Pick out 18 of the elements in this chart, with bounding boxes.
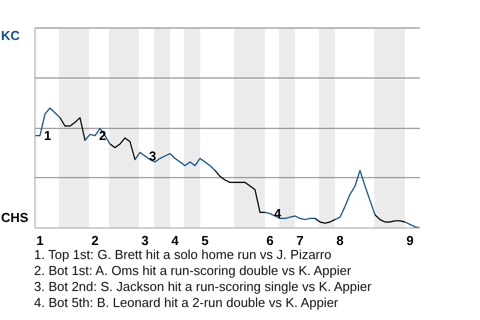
x-tick-label: 2 xyxy=(91,233,99,248)
x-tick-label: 6 xyxy=(266,233,274,248)
x-tick-label: 5 xyxy=(201,233,209,248)
text: 2. Bot 1st: A. Oms hit a run-scoring double vs K. Appier xyxy=(34,263,352,279)
text: 1. Top 1st: G. Brett hit a solo home run vs J. Pizarro xyxy=(34,247,332,263)
x-tick-label: 4 xyxy=(171,233,180,248)
x-tick-label: 8 xyxy=(336,233,344,248)
text: CHS xyxy=(1,210,28,225)
annotation: 3 xyxy=(149,148,156,164)
x-tick-label: 1 xyxy=(36,233,44,248)
annotation: 1 xyxy=(44,128,52,144)
x-tick-label: 3 xyxy=(141,233,149,248)
text: 4. Bot 5th: B. Leonard hit a 2-run double vs K. Appier xyxy=(34,295,340,311)
text: 3. Bot 2nd: S. Jackson hit a run-scoring single vs K. Appier xyxy=(34,279,372,295)
annotation: 2 xyxy=(99,128,106,144)
x-tick-label: 7 xyxy=(296,233,304,248)
x-tick-label: 9 xyxy=(406,233,414,248)
text: KC xyxy=(1,28,20,43)
